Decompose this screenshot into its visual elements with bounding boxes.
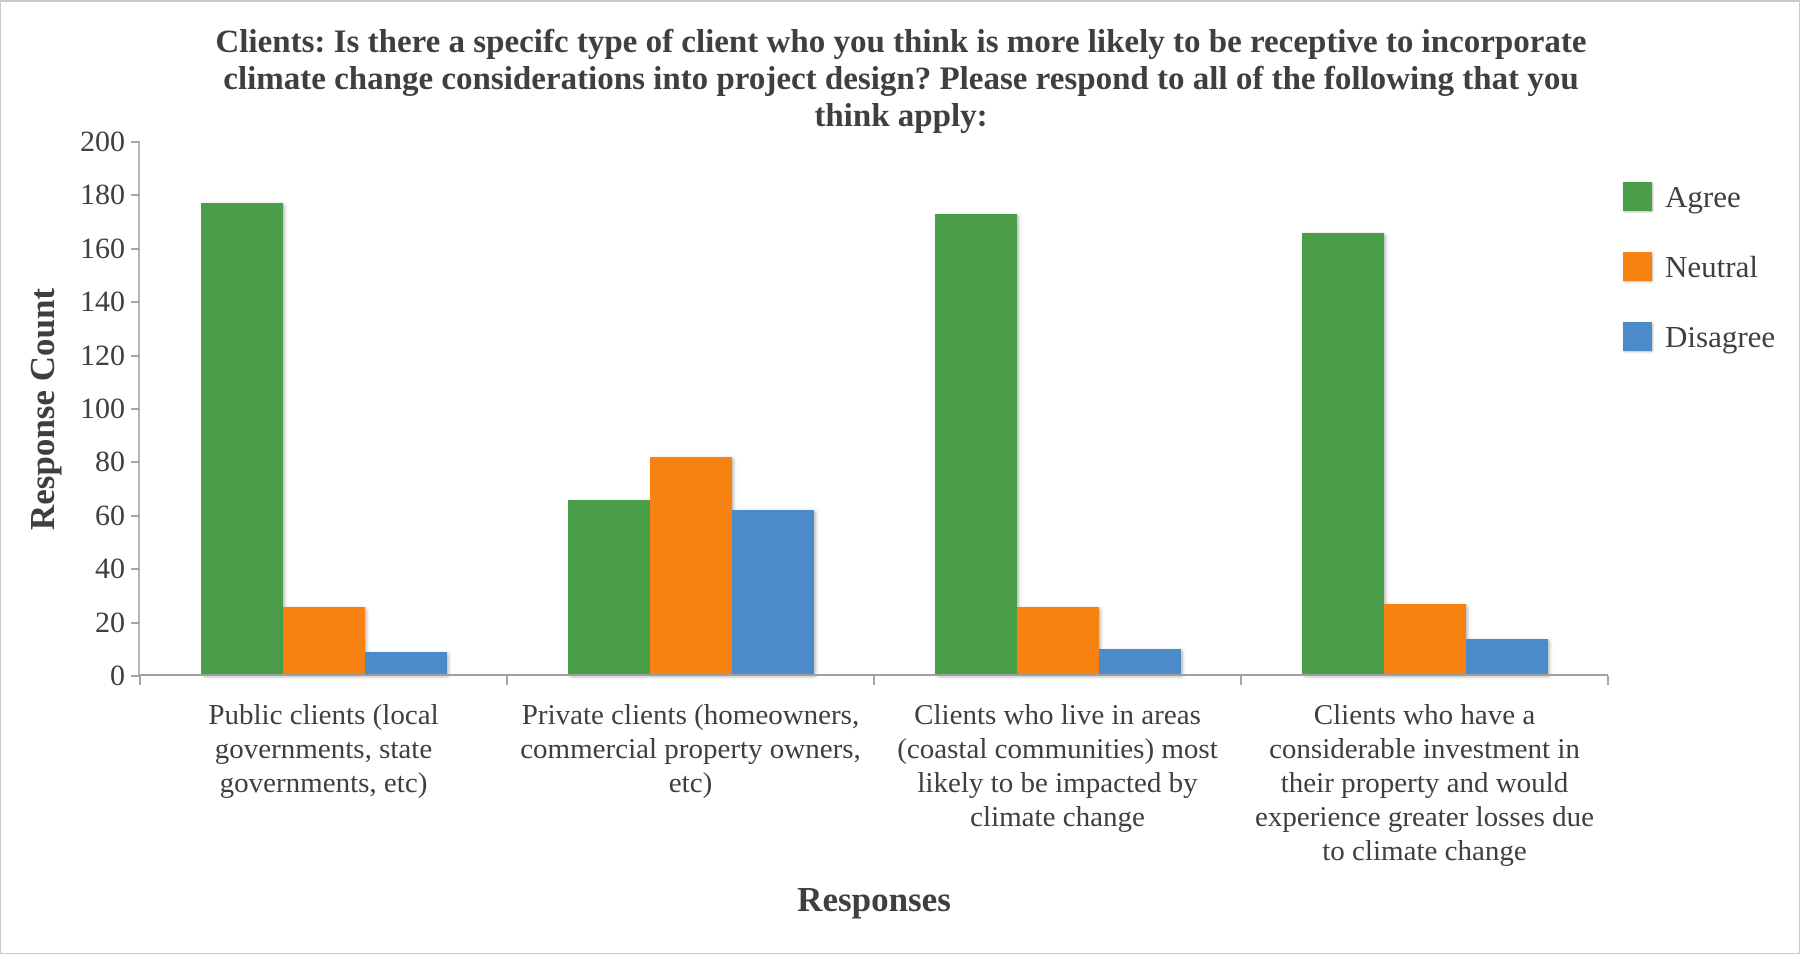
y-tick-label: 20	[95, 605, 125, 639]
y-tick-label: 40	[95, 552, 125, 586]
bar-neutral-3	[1016, 606, 1099, 676]
legend-label: Neutral	[1665, 248, 1758, 284]
y-tick-mark	[131, 354, 140, 357]
y-tick-mark	[131, 141, 140, 143]
legend-swatch-agree	[1623, 182, 1652, 211]
y-tick-label: 80	[95, 445, 125, 479]
bar-disagree-2	[731, 510, 814, 676]
x-tick-mark	[506, 676, 508, 685]
legend-swatch-disagree	[1623, 322, 1652, 351]
bar-neutral-4	[1383, 603, 1466, 676]
y-tick-label: 100	[80, 392, 125, 425]
x-axis-title: Responses	[797, 880, 951, 919]
bar-disagree-4	[1465, 638, 1548, 676]
legend-item-neutral: Neutral	[1623, 249, 1775, 284]
y-tick-label: 200	[80, 125, 125, 158]
bar-agree-3	[934, 214, 1017, 676]
y-tick-mark	[131, 621, 140, 624]
legend: Agree Neutral Disagree	[1623, 179, 1775, 392]
y-tick-mark	[131, 301, 140, 304]
y-tick-mark	[131, 461, 140, 464]
bar-agree-1	[200, 203, 283, 676]
y-tick-mark	[131, 514, 140, 517]
x-tick-mark	[1607, 676, 1609, 685]
y-tick-label: 120	[80, 338, 125, 372]
chart-title: Clients: Is there a specifc type of clie…	[215, 24, 1587, 134]
y-tick-mark	[131, 408, 140, 410]
x-axis-line	[140, 674, 1608, 676]
y-tick-mark	[131, 568, 140, 571]
category-label: Clients who have a considerable investme…	[1255, 699, 1594, 867]
bar-agree-4	[1301, 232, 1384, 676]
x-tick-mark	[1240, 676, 1242, 685]
y-tick-label: 60	[95, 498, 125, 532]
y-tick-mark	[131, 675, 140, 677]
y-tick-label: 180	[80, 178, 125, 212]
bar-neutral-2	[649, 457, 732, 676]
y-tick-label: 0	[110, 659, 125, 692]
bar-agree-2	[567, 499, 650, 676]
y-tick-label: 140	[80, 285, 125, 319]
bar-neutral-1	[282, 606, 365, 676]
y-tick-mark	[131, 194, 140, 197]
x-tick-mark	[873, 676, 875, 685]
y-tick-mark	[131, 247, 140, 250]
category-label: Private clients (homeowners, commercial …	[520, 699, 861, 799]
bar-disagree-1	[364, 651, 447, 676]
legend-label: Disagree	[1665, 318, 1776, 354]
bar-disagree-3	[1098, 649, 1181, 676]
category-label: Public clients (local governments, state…	[208, 699, 439, 799]
legend-label: Agree	[1665, 178, 1741, 214]
y-tick-label: 160	[80, 231, 125, 265]
x-tick-mark	[139, 676, 141, 685]
legend-item-disagree: Disagree	[1623, 319, 1775, 354]
category-label: Clients who live in areas (coastal commu…	[897, 699, 1218, 833]
legend-swatch-neutral	[1623, 252, 1652, 281]
legend-item-agree: Agree	[1623, 179, 1775, 214]
